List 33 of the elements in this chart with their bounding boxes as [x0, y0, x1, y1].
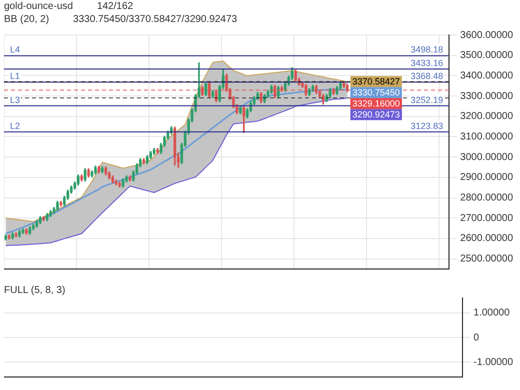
y-tick-label: 2800.00000	[460, 192, 514, 204]
text: -1.00000	[474, 356, 514, 368]
y-tick-label: 2500.00000	[460, 254, 514, 265]
data-label: 3290.92473	[352, 110, 400, 120]
text: 142/162	[96, 1, 134, 12]
data-label: 3370.58427	[352, 76, 400, 87]
text: 0	[474, 332, 480, 344]
ref-line-label: L4	[10, 44, 20, 55]
ref-line-label: L1	[10, 71, 20, 82]
y-tick-label: 2900.00000	[460, 172, 514, 184]
annotation: 3498.18	[410, 44, 444, 55]
ref-line-label: L3	[10, 94, 20, 105]
ref-line-label: 3329.16000	[352, 98, 400, 109]
annotation: 3123.83	[410, 120, 444, 131]
y-tick-label: 3400.00000	[460, 70, 514, 82]
y-tick-label: 3300.00000	[460, 90, 514, 102]
y-tick-label: 3600.00000	[460, 30, 514, 41]
annotation: 3368.48	[410, 71, 444, 82]
text: gold-ounce-usd	[4, 1, 73, 12]
y-tick-label: 3100.00000	[460, 131, 514, 142]
text: 1.00000	[474, 308, 510, 319]
y-tick-label: 3500.00000	[460, 50, 514, 62]
annotation: 3433.16	[410, 58, 444, 68]
y-tick-label: 2700.00000	[460, 212, 514, 224]
y-tick-label: 3200.00000	[460, 111, 514, 122]
data-label: 3330.75450	[352, 88, 400, 98]
ref-line-label: L2	[10, 120, 20, 131]
y-tick-label: 3000.00000	[460, 152, 514, 163]
text: 3330.75450/3370.58427/3290.92473	[73, 14, 238, 25]
y-tick-label: 2600.00000	[460, 233, 514, 244]
text: BB (20, 2)	[4, 14, 50, 25]
annotation: 3252.19	[410, 94, 444, 105]
text: FULL (5, 8, 3)	[4, 284, 66, 296]
